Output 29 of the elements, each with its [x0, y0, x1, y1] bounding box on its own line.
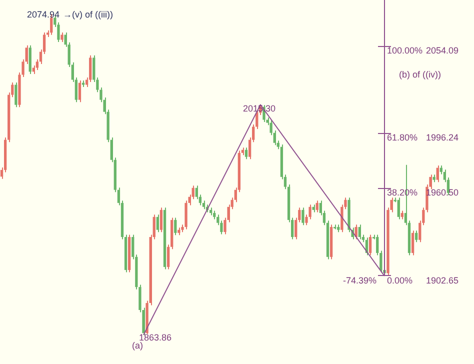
annotation: 100.00%	[387, 45, 423, 56]
annotation: 2074.94	[27, 9, 60, 20]
candlestick	[302, 207, 304, 226]
candlestick	[78, 80, 82, 103]
candlestick	[368, 234, 372, 256]
text: (a)	[132, 340, 143, 350]
candlestick	[195, 185, 198, 200]
annotation: 1863.86	[139, 332, 172, 342]
candlestick	[411, 230, 414, 256]
candlestick	[156, 214, 160, 233]
candlestick	[60, 32, 64, 43]
annotation: →(v) of ((iii))	[63, 9, 113, 20]
candlestick	[14, 82, 18, 108]
annotation: 1902.65	[426, 275, 459, 286]
annotation: 61.80%	[387, 132, 418, 142]
candlestick	[415, 230, 418, 243]
candlestick	[160, 207, 163, 233]
annotation: 1996.24	[426, 132, 459, 142]
annotation: (b) of ((iv))	[399, 69, 441, 80]
candlestick	[397, 197, 400, 220]
annotation: 0.00%	[387, 275, 413, 286]
annotation: -74.39%	[343, 275, 377, 286]
candlestick	[358, 224, 361, 240]
candlestick	[244, 147, 248, 160]
candlestick	[316, 200, 318, 213]
candlestick	[89, 54, 92, 83]
candlestick	[174, 217, 177, 236]
annotation: 2054.09	[426, 45, 459, 56]
candlestick	[436, 165, 439, 183]
